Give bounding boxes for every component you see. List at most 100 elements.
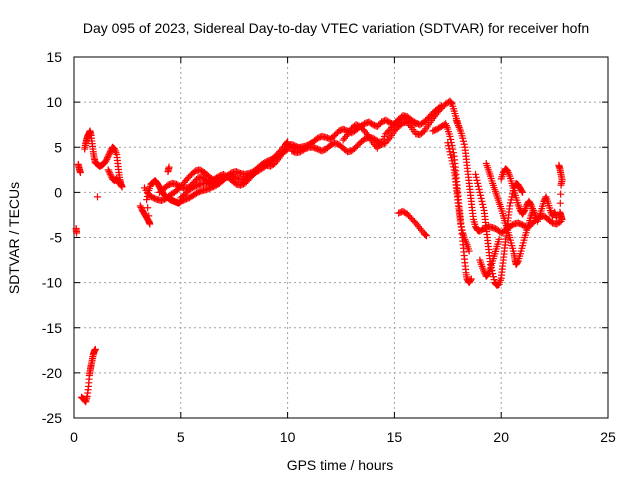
x-tick-label: 0 (70, 429, 78, 445)
series-arc-3 (77, 345, 99, 406)
data-point (476, 188, 484, 196)
data-point (449, 160, 457, 168)
y-axis-label: SDTVAR / TECUs (6, 182, 22, 294)
y-tick-label: 5 (54, 139, 62, 155)
data-point (474, 182, 482, 190)
data-point (514, 258, 522, 266)
data-point (105, 151, 113, 159)
series-arc-22 (476, 235, 503, 280)
data-point (437, 102, 445, 110)
data-point (457, 223, 465, 231)
data-point (519, 188, 527, 196)
data-point (446, 132, 454, 140)
data-point (106, 170, 114, 178)
data-point (458, 226, 466, 234)
y-tick-label: -5 (50, 230, 63, 246)
data-point (104, 166, 112, 174)
data-point (107, 172, 115, 180)
data-point (467, 275, 475, 283)
data-point (460, 140, 468, 148)
data-point (490, 276, 498, 284)
data-point (553, 214, 561, 222)
data-point (479, 203, 487, 211)
data-point (106, 149, 114, 157)
data-point (506, 202, 514, 210)
data-point (472, 170, 480, 178)
data-point (447, 99, 455, 107)
data-point (467, 276, 475, 284)
data-point (445, 142, 453, 150)
axis-ticks (73, 56, 609, 419)
data-point (447, 154, 455, 162)
data-point (508, 193, 516, 201)
data-point (448, 157, 456, 165)
data-point (146, 220, 154, 228)
data-point (422, 232, 430, 240)
data-point (73, 229, 81, 237)
data-point (474, 179, 482, 187)
y-tick-label: 15 (46, 49, 62, 65)
x-tick-label: 15 (387, 429, 403, 445)
data-point (518, 187, 526, 195)
y-tick-label: -20 (42, 365, 62, 381)
data-point (106, 148, 114, 156)
data-point (137, 203, 145, 211)
y-tick-label: 10 (46, 94, 62, 110)
data-point (91, 345, 99, 353)
series-arc-17 (444, 139, 473, 255)
data-point (106, 169, 114, 177)
data-point (103, 155, 111, 163)
data-point (520, 208, 528, 216)
series-arc-14 (339, 102, 445, 152)
data-point (465, 247, 473, 255)
data-point (102, 157, 110, 165)
data-point (457, 220, 465, 228)
data-point (136, 202, 144, 210)
data-point (459, 134, 467, 142)
x-tick-label: 20 (493, 429, 509, 445)
data-point (449, 163, 457, 171)
y-tick-label: -25 (42, 410, 62, 426)
series-arc-5 (104, 166, 125, 189)
data-point (472, 173, 480, 181)
data-point (93, 193, 101, 201)
data-point (436, 103, 444, 111)
data-point (526, 200, 534, 208)
data-point (459, 137, 467, 145)
data-point (475, 185, 483, 193)
data-point (477, 194, 485, 202)
data-point (76, 169, 84, 177)
data-point (557, 190, 565, 198)
grid-lines (74, 57, 608, 418)
data-point (506, 199, 514, 207)
data-point (104, 152, 112, 160)
series-arc-4 (81, 127, 126, 191)
data-point (445, 145, 453, 153)
x-axis-label: GPS time / hours (287, 457, 394, 473)
x-tick-label: 25 (600, 429, 616, 445)
data-point (557, 181, 565, 189)
y-tick-labels: -25 -20 -15 -10 -5 0 5 10 15 (42, 49, 62, 426)
y-tick-label: -15 (42, 320, 62, 336)
data-point (446, 148, 454, 156)
data-point (116, 180, 124, 188)
y-tick-label: -10 (42, 275, 62, 291)
data-point (556, 199, 564, 207)
x-tick-label: 5 (177, 429, 185, 445)
chart-title: Day 095 of 2023, Sidereal Day-to-day VTE… (83, 20, 589, 36)
x-tick-label: 10 (280, 429, 296, 445)
data-point (479, 200, 487, 208)
series-arc-6 (93, 193, 101, 201)
data-point (477, 191, 485, 199)
series-arc-10 (177, 141, 304, 202)
data-point (105, 167, 113, 175)
data-point (103, 154, 111, 162)
data-point (165, 163, 173, 171)
data-point (489, 273, 497, 281)
data-point (473, 176, 481, 184)
series-arc-2 (74, 160, 84, 177)
data-point (422, 231, 430, 239)
data-point (117, 181, 125, 189)
y-tick-label: 0 (54, 184, 62, 200)
